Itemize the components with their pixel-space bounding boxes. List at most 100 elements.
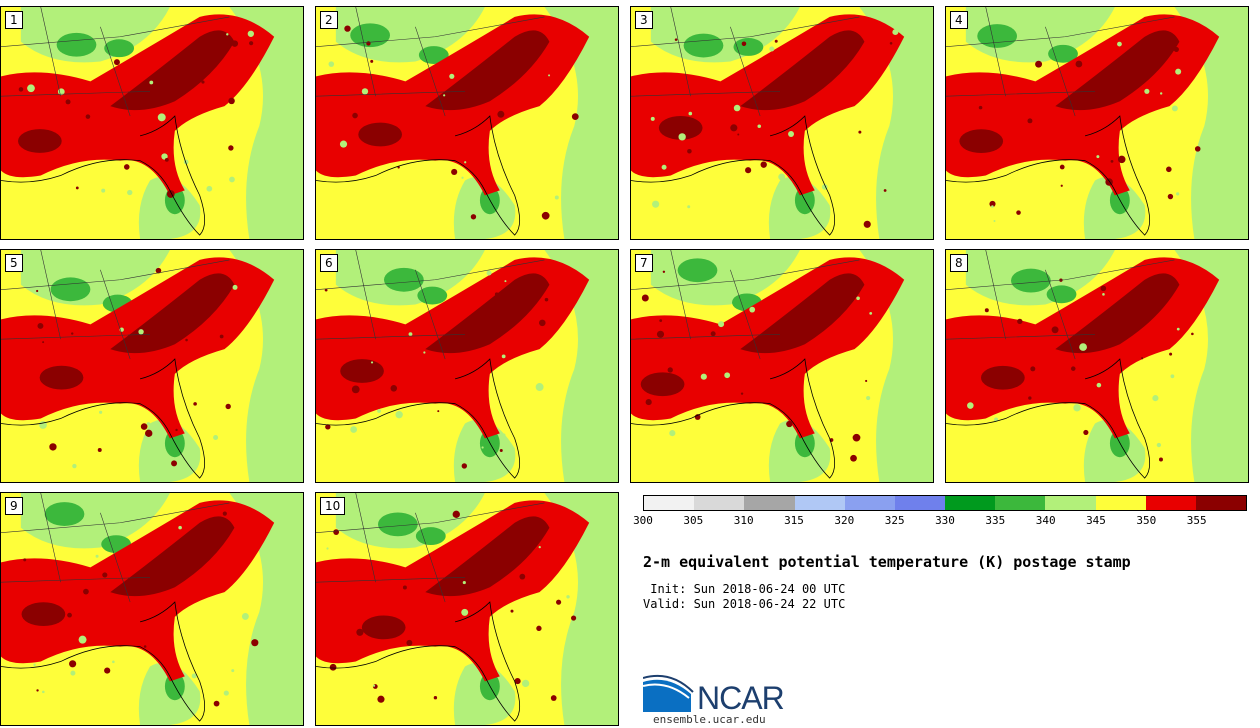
green-region <box>378 512 418 537</box>
light-green-region <box>1174 250 1248 482</box>
field-speckle <box>452 573 460 581</box>
member-panel-10: 10 <box>315 492 619 726</box>
state-boundary <box>631 7 860 117</box>
field-speckle <box>189 315 196 322</box>
field-speckle <box>113 59 120 66</box>
field-speckle <box>42 341 45 344</box>
field-speckle <box>157 113 166 122</box>
field-speckle <box>328 61 335 67</box>
colorbar-segment <box>744 496 795 510</box>
field-speckle <box>397 166 400 169</box>
member-label: 8 <box>950 254 968 272</box>
field-speckle <box>433 104 436 108</box>
member-label: 3 <box>635 11 653 29</box>
member-label: 5 <box>5 254 23 272</box>
field-speckle <box>652 200 660 208</box>
field-speckle <box>101 188 106 193</box>
field-speckle <box>127 189 133 196</box>
field-speckle <box>36 289 39 293</box>
field-speckle <box>700 373 707 380</box>
field-speckle <box>656 330 665 338</box>
map-field <box>1 7 303 239</box>
field-speckle <box>1156 442 1162 448</box>
field-speckle <box>548 74 551 77</box>
field-speckle <box>967 402 974 409</box>
member-panel-5: 5 <box>0 249 304 483</box>
field-speckle <box>23 558 27 562</box>
field-speckle <box>324 288 328 292</box>
field-speckle <box>447 41 452 45</box>
field-speckle <box>745 167 752 174</box>
green-region <box>44 502 85 526</box>
field-speckle <box>71 332 74 335</box>
green-region <box>1010 268 1051 293</box>
field-speckle <box>27 84 35 93</box>
field-speckle <box>462 580 466 585</box>
light-green-region <box>544 250 618 482</box>
coastline <box>316 601 521 722</box>
field-speckle <box>737 133 740 136</box>
field-speckle <box>485 313 491 319</box>
field-speckle <box>249 41 254 46</box>
field-speckle <box>1028 396 1032 400</box>
field-speckle <box>856 296 860 301</box>
coastline <box>316 358 521 479</box>
field-speckle <box>550 695 557 701</box>
field-speckle <box>514 678 521 685</box>
dark-red-region <box>1055 273 1180 354</box>
coastline <box>631 358 836 479</box>
field-speckle <box>1102 293 1105 296</box>
field-speckle <box>161 153 168 160</box>
light-green-region <box>229 493 303 725</box>
colorbar-tick-label: 315 <box>784 514 804 527</box>
field-speckle <box>143 645 147 648</box>
field-speckle <box>33 663 36 667</box>
colorbar-tick-label: 345 <box>1086 514 1106 527</box>
coastline <box>946 115 1151 236</box>
field-speckle <box>1176 192 1180 196</box>
field-speckle <box>228 97 235 105</box>
field-speckle <box>146 422 151 426</box>
field-speckle <box>650 116 655 121</box>
field-speckle <box>470 214 477 220</box>
dark-red-region <box>110 30 235 111</box>
colorbar-tick-label: 325 <box>884 514 905 527</box>
colorbar-tick-label: 310 <box>733 514 754 527</box>
field-speckle <box>433 696 438 700</box>
colorbar-tick-label: 355 <box>1186 514 1207 527</box>
field-speckle <box>1197 412 1203 418</box>
field-speckle <box>102 572 108 578</box>
green-region <box>56 32 97 57</box>
member-panel-9: 9 <box>0 492 304 726</box>
site-url: ensemble.ucar.edu <box>653 713 766 726</box>
field-speckle <box>539 319 546 327</box>
field-speckle <box>989 200 996 207</box>
map-field <box>316 250 618 482</box>
field-speckle <box>377 409 381 413</box>
field-speckle <box>171 460 178 467</box>
field-speckle <box>232 284 238 290</box>
field-speckle <box>1117 155 1126 164</box>
field-speckle <box>231 40 239 47</box>
field-speckle <box>536 625 542 632</box>
green-region <box>50 277 91 302</box>
dark-red-region <box>658 116 703 140</box>
field-speckle <box>863 220 871 228</box>
init-time: Init: Sun 2018-06-24 00 UTC <box>643 582 846 596</box>
field-speckle <box>1059 164 1065 170</box>
field-speckle <box>99 410 103 414</box>
field-speckle <box>544 297 549 302</box>
dark-red-region <box>361 615 406 640</box>
field-speckle <box>667 367 673 373</box>
field-speckle <box>329 663 337 671</box>
field-speckle <box>645 399 652 406</box>
field-speckle <box>1170 374 1175 379</box>
field-speckle <box>730 124 738 132</box>
field-speckle <box>1194 146 1201 152</box>
field-speckle <box>1017 318 1023 325</box>
green-region <box>677 258 718 283</box>
light-green-region <box>229 250 303 482</box>
field-speckle <box>883 189 887 192</box>
field-speckle <box>344 25 351 32</box>
field-speckle <box>326 547 329 550</box>
